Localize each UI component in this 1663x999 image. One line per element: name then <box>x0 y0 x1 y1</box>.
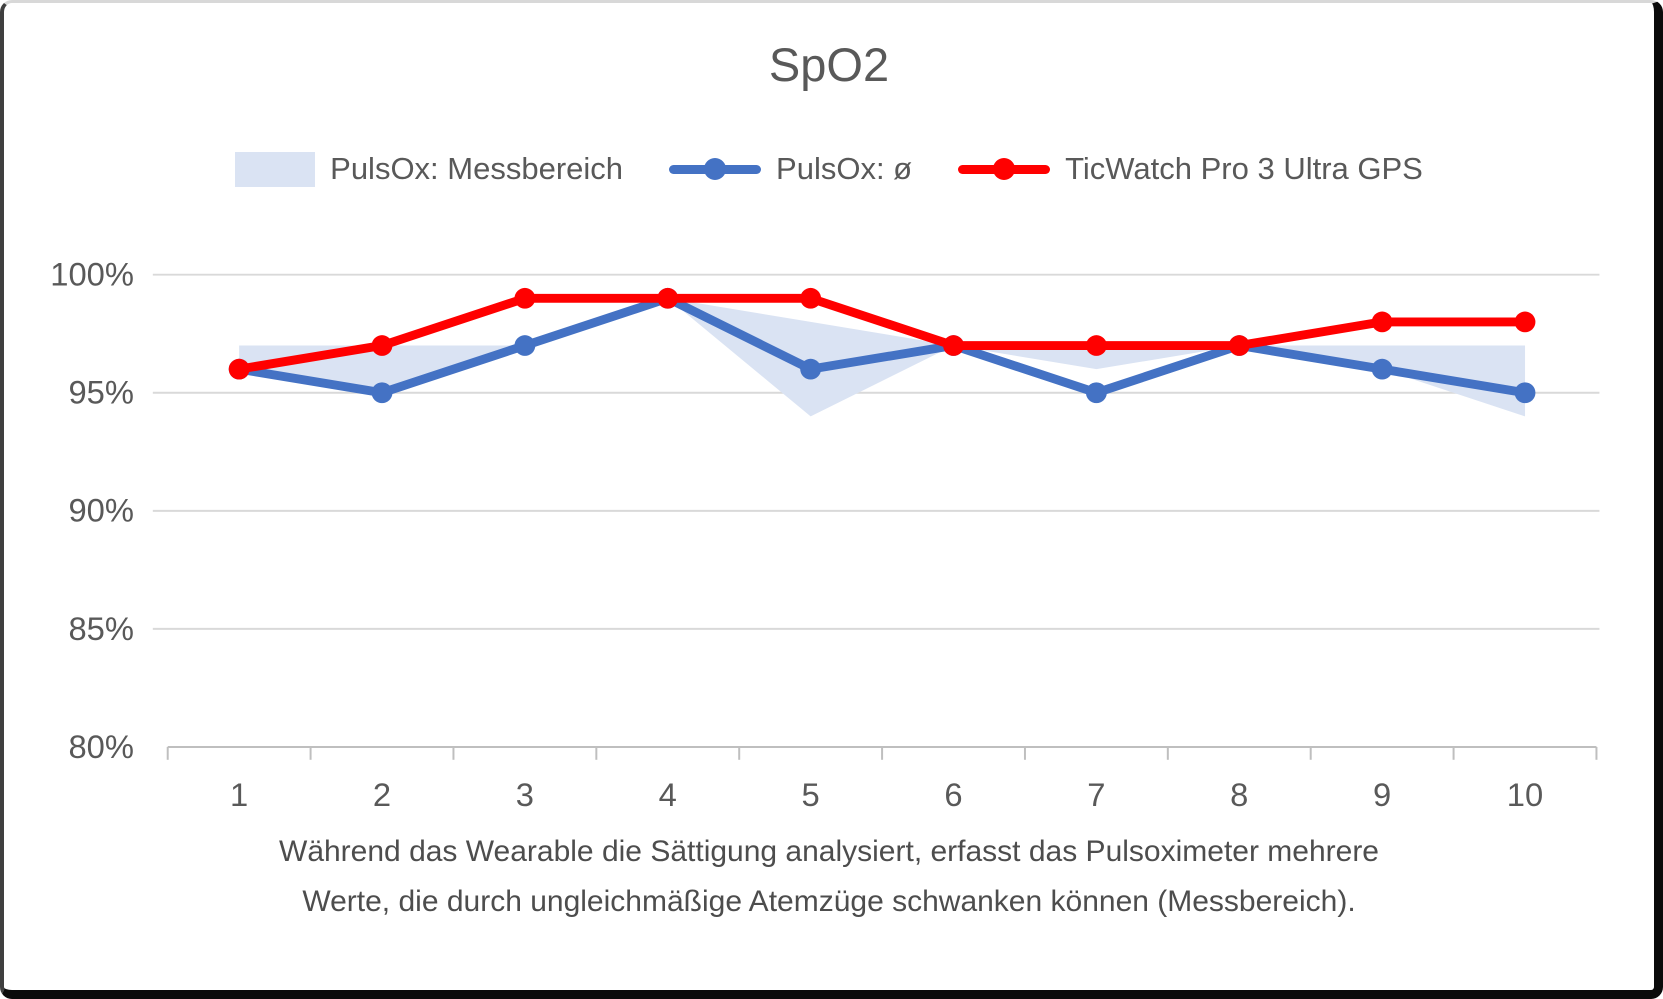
x-axis-label-5: 5 <box>802 776 820 813</box>
y-axis-label-100: 100% <box>50 256 134 293</box>
y-axis-label-95: 95% <box>68 374 134 411</box>
y-axis-label-80: 80% <box>68 728 134 765</box>
data-point-series-line-pulsox-avg-2 <box>371 382 393 404</box>
legend-label-ticwatch: TicWatch Pro 3 Ultra GPS <box>1065 151 1423 186</box>
data-point-series-line-ticwatch-9 <box>1371 311 1393 333</box>
series-line-pulsox-avg <box>234 293 1530 398</box>
line-dot-marker-icon <box>958 158 1051 180</box>
data-point-series-line-pulsox-avg-9 <box>1371 358 1393 380</box>
legend-label-messbereich: PulsOx: Messbereich <box>330 151 624 186</box>
data-point-series-line-ticwatch-10 <box>1514 311 1536 333</box>
legend-item-pulsox-avg: PulsOx: ø <box>669 151 912 187</box>
line-dot-marker-icon <box>669 158 762 180</box>
data-point-series-line-ticwatch-7 <box>1085 335 1107 356</box>
data-point-series-line-ticwatch-3 <box>514 287 536 309</box>
caption-line-1: Während das Wearable die Sättigung analy… <box>279 835 1379 868</box>
x-axis-label-10: 10 <box>1507 776 1543 813</box>
dot-icon <box>704 158 727 180</box>
data-point-series-line-ticwatch-4 <box>657 287 679 309</box>
legend-item-messbereich: PulsOx: Messbereich <box>235 151 623 187</box>
dot-icon <box>993 158 1016 180</box>
x-axis-label-4: 4 <box>659 776 677 813</box>
data-point-series-line-pulsox-avg-3 <box>514 335 536 356</box>
caption-line-2: Werte, die durch ungleichmäßige Atemzüge… <box>302 885 1356 918</box>
x-axis-label-3: 3 <box>516 776 534 813</box>
x-axis-label-9: 9 <box>1373 776 1391 813</box>
x-axis-label-2: 2 <box>373 776 391 813</box>
series-line-ticwatch <box>234 293 1530 374</box>
data-point-series-line-pulsox-avg-7 <box>1085 382 1107 404</box>
legend: PulsOx: Messbereich PulsOx: ø TicWatch P… <box>4 151 1654 187</box>
data-point-series-line-pulsox-avg-5 <box>800 358 822 380</box>
data-point-series-line-pulsox-avg-10 <box>1514 382 1536 404</box>
plot-area: 100% 95% 90% 85% 80% 1 2 3 4 5 6 7 8 9 10 <box>50 256 1600 813</box>
data-point-series-line-ticwatch-8 <box>1228 335 1250 356</box>
data-point-series-line-ticwatch-6 <box>943 335 964 356</box>
x-axis-label-8: 8 <box>1230 776 1248 813</box>
data-point-series-line-ticwatch-1 <box>228 358 250 380</box>
y-axis-label-85: 85% <box>68 610 134 647</box>
y-axis-label-90: 90% <box>68 492 134 529</box>
legend-label-pulsox-avg: PulsOx: ø <box>776 151 913 186</box>
data-point-series-line-ticwatch-5 <box>800 287 822 309</box>
x-axis-label-1: 1 <box>230 776 248 813</box>
area-swatch-icon <box>235 151 316 187</box>
x-axis-label-6: 6 <box>944 776 962 813</box>
data-point-series-line-ticwatch-2 <box>371 335 393 356</box>
chart-title: SpO2 <box>768 38 890 91</box>
x-axis-label-7: 7 <box>1087 776 1105 813</box>
legend-item-ticwatch: TicWatch Pro 3 Ultra GPS <box>958 151 1423 187</box>
caption: Während das Wearable die Sättigung analy… <box>4 827 1654 927</box>
